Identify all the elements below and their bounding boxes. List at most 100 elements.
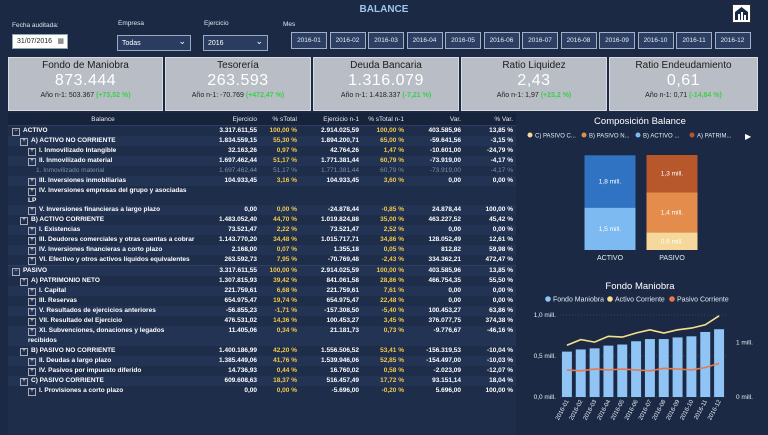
kpi-card: Ratio Liquidez 2,43 Año n-1: 1,97 (+23,2 %… bbox=[461, 57, 607, 111]
cell: 73.521,47 bbox=[300, 225, 362, 235]
cell-value: 609.608,63 bbox=[224, 376, 257, 384]
cell-value: 463.227,52 bbox=[428, 216, 461, 223]
home-icon[interactable] bbox=[732, 4, 751, 23]
cell-value: -4,17 % bbox=[490, 157, 513, 164]
cell-value: 3.317.611,55 bbox=[219, 127, 257, 134]
y2-tick-label: 0 mill. bbox=[736, 394, 753, 401]
cell-value: -154.497,00 bbox=[426, 356, 461, 364]
expand-toggle[interactable]: + bbox=[28, 187, 36, 196]
cell: 104.933,45 bbox=[198, 176, 260, 186]
expand-toggle[interactable]: + bbox=[28, 177, 36, 186]
expand-toggle[interactable]: + bbox=[20, 138, 28, 146]
cell-value: 100.453,27 bbox=[428, 307, 461, 314]
row-label-cell: + VI. Efectivo y otros activos líquidos e… bbox=[8, 255, 198, 266]
kpi-previous: Año n-1: 503.367 bbox=[40, 92, 95, 99]
cell: -59.641,56 bbox=[407, 136, 464, 146]
cell-value: 60,79 % bbox=[380, 167, 404, 174]
cell-value: 7,61 % bbox=[383, 287, 404, 294]
bar bbox=[617, 344, 628, 397]
month-button[interactable]: 2016-07 bbox=[522, 32, 558, 49]
expand-toggle[interactable]: + bbox=[28, 257, 36, 265]
row-label-cell: + III. Deudores comerciales y otras cuent… bbox=[8, 235, 198, 245]
cell: 0,00 % bbox=[464, 225, 516, 235]
expand-toggle[interactable]: + bbox=[28, 207, 36, 215]
date-value: 31/07/2016 bbox=[17, 38, 53, 45]
cell-value: 841.061,58 bbox=[326, 277, 359, 284]
cell: 14,36 % bbox=[260, 316, 300, 326]
month-button[interactable]: 2016-03 bbox=[368, 32, 404, 49]
cell: 0,00 % bbox=[464, 296, 516, 306]
expand-toggle[interactable]: + bbox=[28, 237, 36, 245]
cell-value: 0,73 % bbox=[383, 327, 404, 334]
month-button[interactable]: 2016-06 bbox=[483, 32, 520, 49]
x-tick-label: 2016-10 bbox=[680, 399, 696, 422]
date-picker[interactable]: 31/07/2016 ▦ bbox=[12, 34, 68, 49]
month-button[interactable]: 2016-01 bbox=[291, 32, 327, 49]
cell: 1.697.462,44 bbox=[198, 156, 260, 166]
cell: 100,00 % bbox=[260, 265, 300, 276]
cell-value: 1.143.770,20 bbox=[219, 236, 257, 243]
cell bbox=[300, 186, 362, 206]
cell-value: 2,52 % bbox=[383, 226, 404, 233]
x-tick-label: 2016-06 bbox=[624, 399, 640, 422]
month-button[interactable]: 2016-11 bbox=[676, 32, 712, 49]
bar bbox=[631, 341, 642, 397]
expand-toggle[interactable]: − bbox=[12, 128, 20, 136]
row-label-cell: + V. Resultados de ejercicios anteriores bbox=[8, 306, 198, 316]
cell: 104.933,45 bbox=[300, 176, 362, 186]
month-button[interactable]: 2016-12 bbox=[714, 32, 751, 49]
expand-toggle[interactable]: + bbox=[28, 328, 36, 336]
cell-value: 73.521,47 bbox=[330, 226, 359, 233]
cell: -24,79 % bbox=[464, 146, 516, 156]
month-button[interactable]: 2016-05 bbox=[445, 32, 481, 49]
expand-toggle[interactable]: + bbox=[28, 298, 36, 306]
cell: 73.521,47 bbox=[198, 225, 260, 235]
expand-toggle[interactable]: + bbox=[20, 377, 28, 386]
row-label: III. Deudores comerciales y otras cuenta… bbox=[39, 236, 195, 243]
cell: 60,79 % bbox=[362, 156, 407, 166]
empresa-dropdown[interactable]: Todas bbox=[117, 35, 191, 51]
cell: 24.878,44 bbox=[407, 205, 464, 215]
expand-toggle[interactable]: + bbox=[28, 158, 36, 166]
expand-toggle[interactable]: + bbox=[28, 288, 36, 296]
cell: 376.077,75 bbox=[407, 316, 464, 326]
cell: 3.317.611,55 bbox=[198, 265, 260, 276]
expand-toggle[interactable]: + bbox=[28, 308, 36, 316]
month-button[interactable]: 2016-02 bbox=[329, 32, 366, 49]
cell-value: 1.307.815,93 bbox=[219, 277, 257, 284]
cell: -4,17 % bbox=[464, 166, 516, 176]
expand-toggle[interactable]: + bbox=[28, 318, 36, 326]
cell-value: 1.771.381,44 bbox=[321, 167, 359, 174]
row-label: I. Existencias bbox=[39, 226, 81, 233]
cell-value: 21.181,73 bbox=[330, 327, 359, 334]
expand-toggle[interactable]: + bbox=[28, 357, 36, 366]
cell: 100.453,27 bbox=[407, 306, 464, 316]
row-label: XI. Subvenciones, donaciones y legados r… bbox=[28, 327, 165, 344]
month-button[interactable]: 2016-04 bbox=[406, 32, 443, 49]
expand-toggle[interactable]: + bbox=[20, 278, 28, 286]
expand-toggle[interactable]: + bbox=[28, 367, 36, 376]
expand-toggle[interactable]: − bbox=[12, 268, 20, 276]
cell: 654.975,47 bbox=[198, 296, 260, 306]
legend-label: A) PATRIM... bbox=[697, 134, 732, 140]
expand-toggle[interactable]: + bbox=[20, 217, 28, 225]
row-label: I. Capital bbox=[39, 287, 67, 294]
cell-value: 0,00 bbox=[448, 226, 461, 233]
expand-toggle[interactable]: + bbox=[28, 227, 36, 235]
month-button[interactable]: 2016-09 bbox=[599, 32, 635, 49]
month-button[interactable]: 2016-10 bbox=[637, 32, 674, 49]
expand-toggle[interactable]: + bbox=[28, 387, 36, 396]
expand-toggle[interactable]: + bbox=[28, 247, 36, 255]
expand-toggle[interactable]: + bbox=[20, 347, 28, 356]
cell-value: -10,03 % bbox=[486, 356, 513, 364]
cell: 0,07 % bbox=[260, 245, 300, 255]
kpi-change: (+23,2 %) bbox=[540, 92, 572, 99]
expand-toggle[interactable]: + bbox=[28, 148, 36, 156]
cell: 100,00 % bbox=[260, 125, 300, 136]
cell-value: 14,36 % bbox=[273, 317, 297, 324]
cell-value: 812,82 bbox=[441, 246, 461, 253]
legend-next[interactable]: ▶ bbox=[745, 132, 752, 141]
month-button[interactable]: 2016-08 bbox=[560, 32, 597, 49]
ejercicio-dropdown[interactable]: 2016 bbox=[203, 35, 268, 51]
